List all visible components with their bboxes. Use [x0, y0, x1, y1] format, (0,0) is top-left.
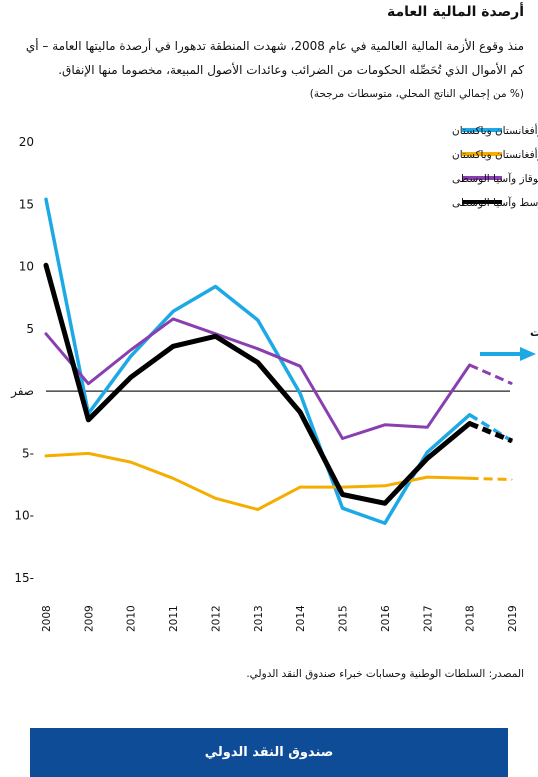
data-point: [257, 508, 259, 511]
series-forecast-line: [468, 413, 513, 443]
y-tick-label: 10: [19, 260, 34, 274]
chart-subtitle: منذ وقوع الأزمة المالية العالمية في عام …: [25, 39, 524, 77]
data-point: [426, 457, 428, 460]
x-tick-label: 2015: [338, 605, 350, 632]
data-point: [384, 485, 386, 487]
x-tick-label: 2013: [253, 605, 265, 632]
x-tick-label: 2017: [422, 605, 434, 632]
imf-footer-bar: صندوق النقد الدولي: [30, 728, 508, 777]
data-point: [426, 451, 428, 453]
forecast-arrow-icon: [520, 347, 536, 361]
data-point: [341, 486, 344, 488]
data-point: [172, 318, 174, 320]
data-point: [511, 383, 513, 385]
units-note: (% من إجمالي الناتج المحلي، متوسطات مرجح…: [309, 88, 524, 100]
series-line: [44, 317, 472, 440]
data-point: [469, 414, 471, 416]
data-point: [511, 478, 513, 481]
data-point: [257, 361, 259, 364]
data-point: [384, 502, 386, 504]
y-tick-label: صفر: [10, 384, 34, 399]
data-point: [341, 437, 344, 440]
data-point: [426, 476, 428, 478]
data-point: [45, 455, 47, 457]
data-point: [426, 426, 428, 428]
data-point: [384, 424, 386, 426]
series-forecast-line: [469, 476, 513, 482]
data-point: [299, 486, 301, 488]
data-point: [299, 411, 301, 413]
data-point: [511, 440, 513, 442]
legend-label: القوقاز وآسيا الوسطى: [452, 172, 538, 185]
data-point: [130, 461, 132, 463]
series-forecast-line: [468, 421, 513, 444]
y-tick-label: 15-: [14, 571, 34, 585]
data-point: [469, 422, 471, 425]
data-point: [45, 333, 47, 335]
page-title: أرصدة المالية العامة: [386, 4, 524, 20]
data-point: [172, 310, 174, 313]
y-tick-label: 5-: [22, 446, 34, 460]
footer-label: صندوق النقد الدولي: [204, 745, 334, 760]
data-point: [214, 335, 217, 337]
data-point: [384, 522, 386, 524]
x-tick-label: 2018: [465, 605, 477, 632]
y-tick-label: 10-: [14, 509, 34, 523]
data-point: [130, 349, 132, 351]
y-tick-label: 20: [19, 135, 34, 149]
data-point: [214, 285, 217, 288]
data-point: [469, 364, 471, 366]
x-tick-label: 2008: [41, 605, 53, 632]
data-point: [45, 198, 47, 200]
data-point: [257, 319, 259, 321]
data-point: [469, 477, 471, 479]
data-point: [257, 348, 259, 350]
x-tick-label: 2019: [507, 605, 519, 632]
legend-label: البلدان المستوردة للنفط في منطقة الشرق ا…: [452, 147, 538, 161]
data-point: [299, 393, 301, 395]
data-point: [172, 345, 174, 347]
y-tick-label: 15: [19, 197, 34, 211]
y-tick-label: 5: [26, 322, 34, 336]
data-point: [299, 365, 301, 367]
x-tick-label: 2010: [126, 605, 138, 632]
data-point: [130, 355, 132, 357]
data-point: [87, 452, 89, 455]
forecast-label: التوقعات: [530, 326, 538, 339]
data-point: [341, 507, 344, 509]
data-point: [172, 477, 174, 479]
series-forecast-line: [468, 363, 513, 386]
x-tick-label: 2009: [83, 605, 95, 632]
data-point: [341, 493, 344, 496]
source-note: المصدر: السلطات الوطنية وحسابات خبراء صن…: [246, 668, 524, 680]
legend-label: البلدان المصدرة للنفط في منطقة الشرق الأ…: [452, 123, 538, 137]
data-point: [130, 376, 132, 379]
x-tick-label: 2011: [168, 605, 180, 632]
data-point: [45, 264, 47, 266]
legend-label: الشرق الأوسط وآسيا الوسطى: [452, 196, 538, 209]
x-tick-label: 2012: [210, 605, 222, 632]
x-tick-label: 2014: [295, 605, 307, 632]
data-point: [87, 419, 89, 421]
data-point: [87, 383, 89, 385]
data-point: [214, 497, 217, 499]
x-tick-label: 2016: [380, 605, 392, 632]
